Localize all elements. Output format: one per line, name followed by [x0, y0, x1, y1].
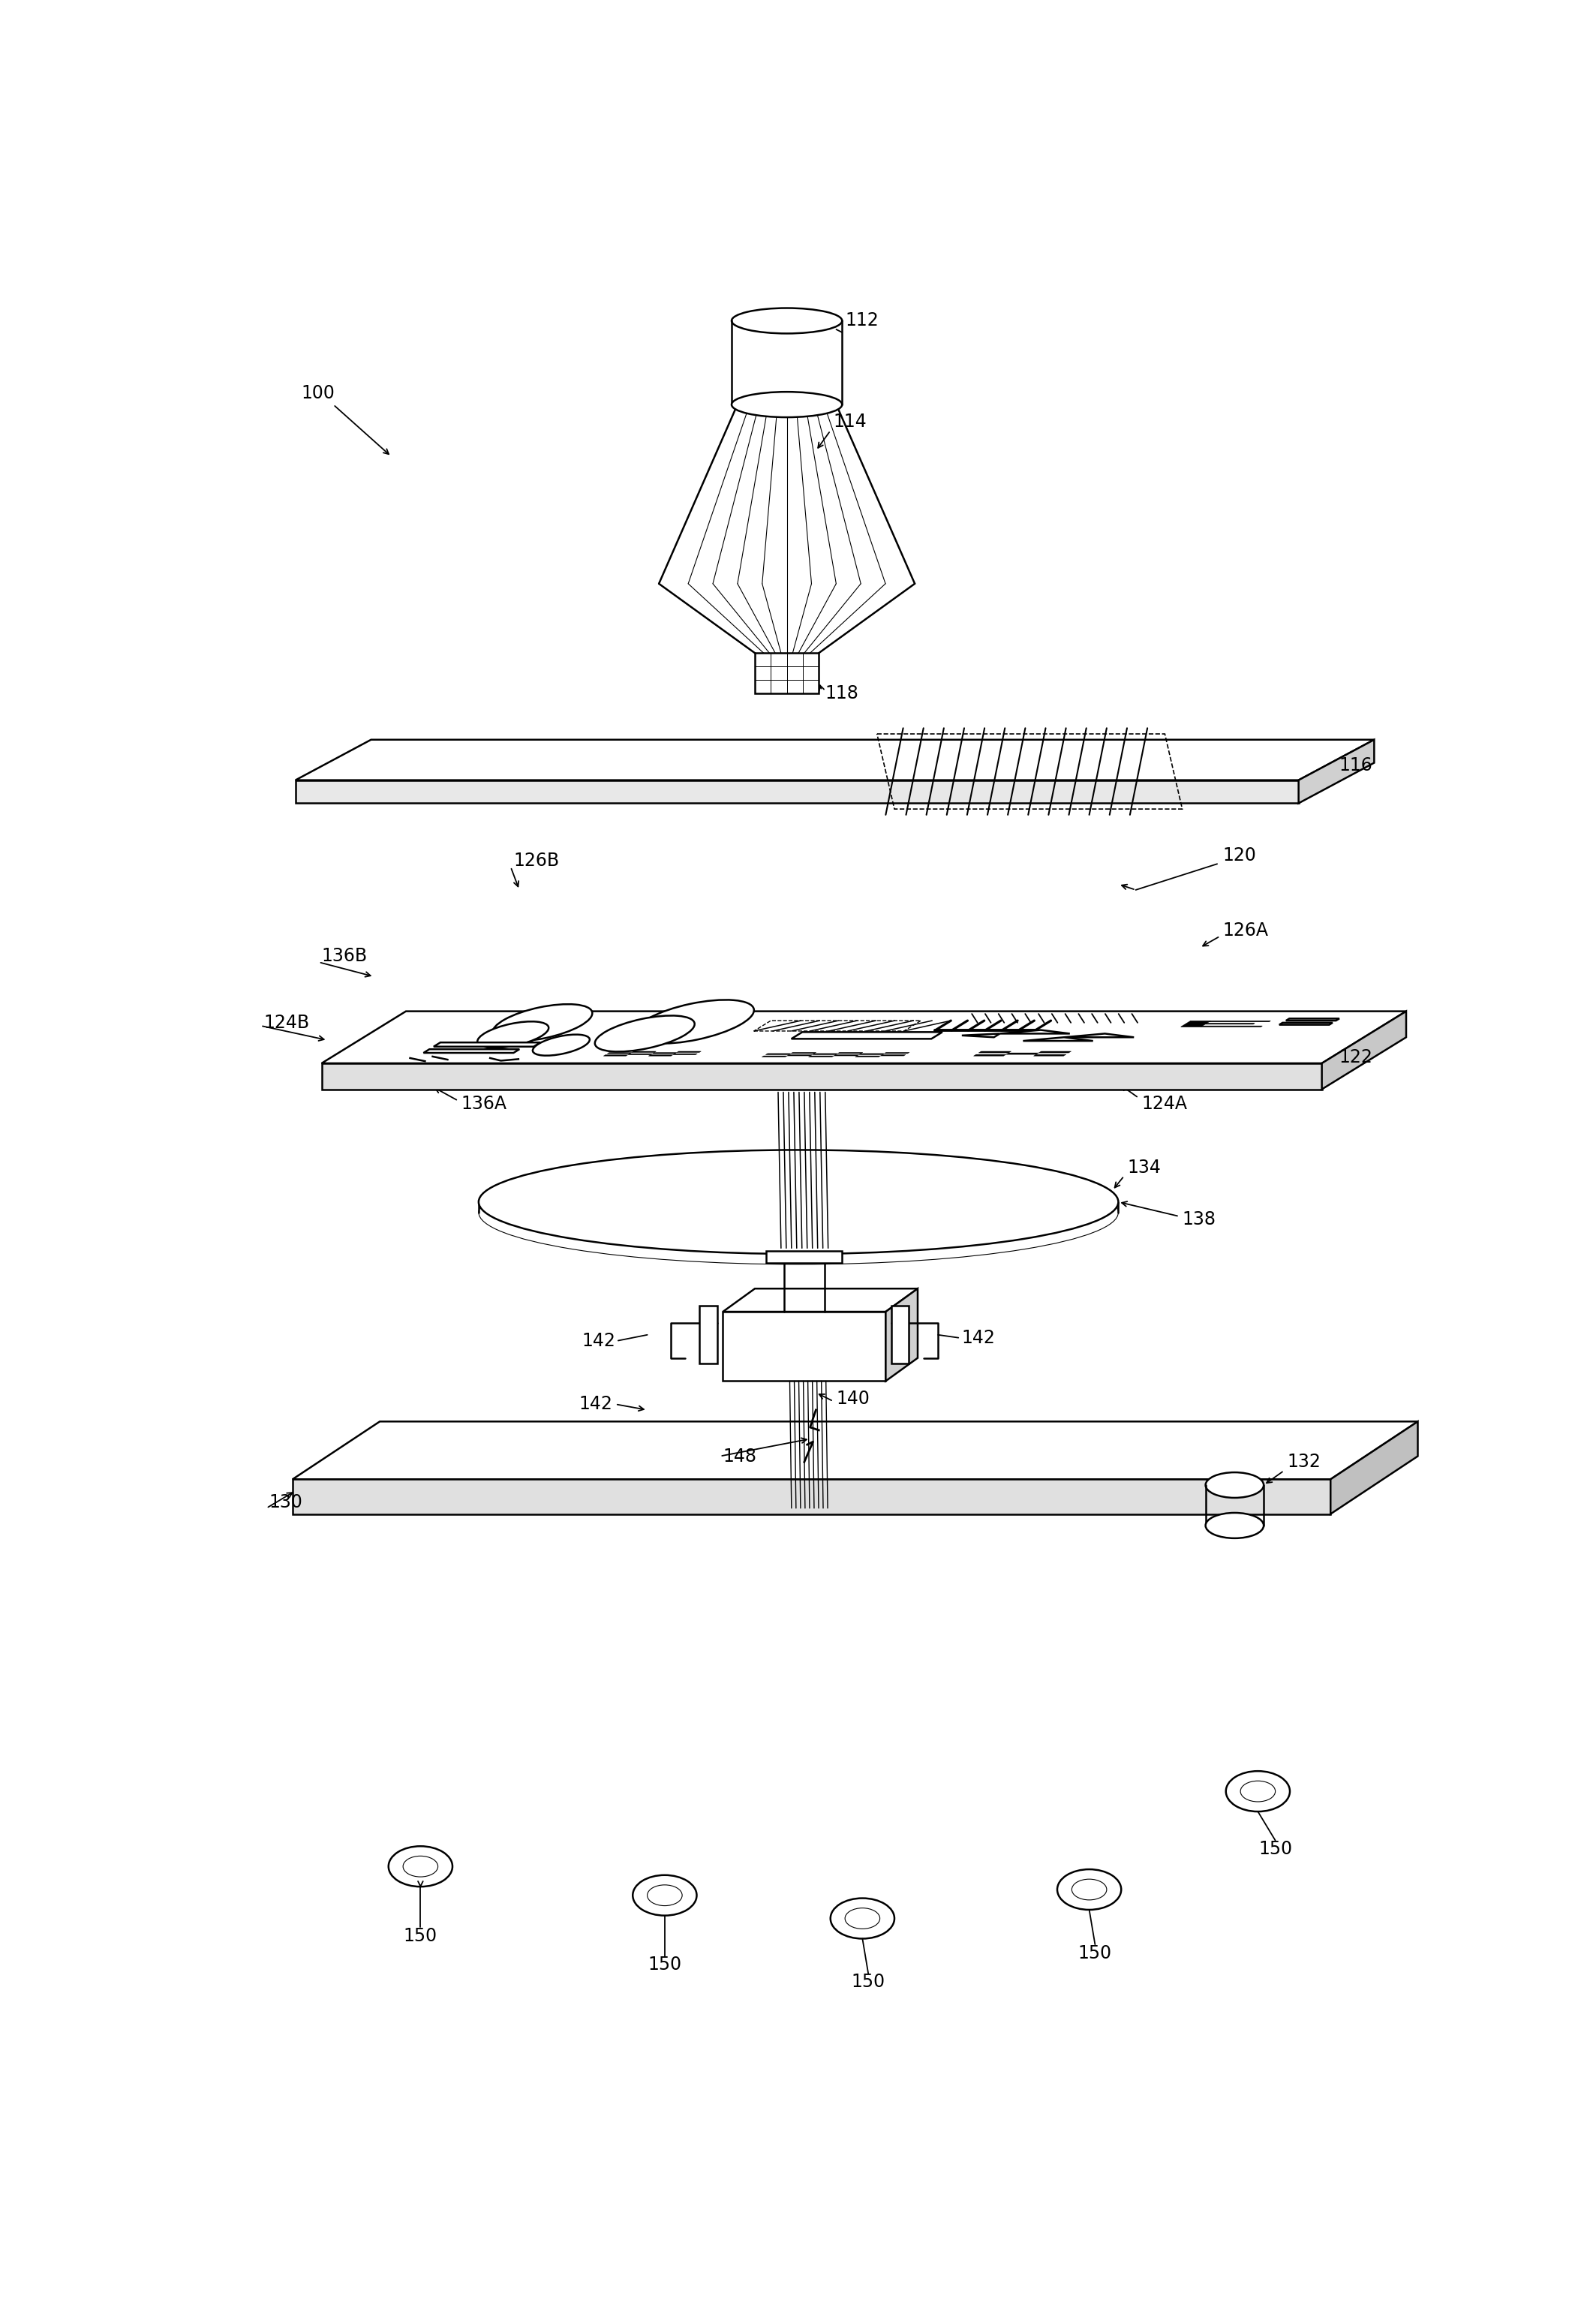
Polygon shape [1181, 1022, 1210, 1027]
Ellipse shape [1073, 1880, 1106, 1900]
Ellipse shape [388, 1847, 452, 1887]
Text: 138: 138 [1183, 1209, 1216, 1228]
Text: 124B: 124B [263, 1015, 310, 1031]
Text: 150: 150 [1258, 1840, 1293, 1859]
Polygon shape [423, 1050, 519, 1052]
Text: 136B: 136B [322, 948, 367, 966]
Text: 134: 134 [1127, 1158, 1160, 1177]
Text: 130: 130 [270, 1494, 303, 1512]
Polygon shape [1299, 740, 1374, 802]
Text: 150: 150 [648, 1956, 681, 1974]
Text: 126B: 126B [514, 853, 559, 869]
Polygon shape [886, 1288, 918, 1380]
Text: 118: 118 [825, 684, 859, 703]
Ellipse shape [404, 1857, 437, 1877]
Text: 116: 116 [1339, 756, 1373, 775]
Polygon shape [295, 779, 1299, 802]
Text: 142: 142 [581, 1332, 616, 1350]
Polygon shape [434, 1043, 541, 1047]
Text: 132: 132 [1286, 1452, 1320, 1470]
Text: 142: 142 [961, 1329, 994, 1346]
Text: 124A: 124A [1141, 1094, 1187, 1112]
Ellipse shape [1240, 1780, 1275, 1801]
Text: 126A: 126A [1223, 922, 1269, 939]
Polygon shape [292, 1480, 1331, 1514]
Ellipse shape [648, 1884, 681, 1905]
Polygon shape [699, 1306, 717, 1364]
Text: 112: 112 [844, 312, 878, 331]
Polygon shape [1321, 1010, 1406, 1089]
Polygon shape [892, 1306, 910, 1364]
Ellipse shape [731, 307, 843, 333]
Ellipse shape [595, 1015, 694, 1052]
Polygon shape [723, 1288, 918, 1311]
Ellipse shape [477, 1022, 549, 1047]
Ellipse shape [533, 1033, 589, 1057]
Polygon shape [322, 1010, 1406, 1064]
Ellipse shape [1226, 1771, 1290, 1813]
Polygon shape [766, 1251, 843, 1262]
Text: 100: 100 [302, 384, 335, 402]
Text: 114: 114 [833, 414, 867, 430]
Text: 120: 120 [1223, 846, 1256, 865]
Text: 150: 150 [404, 1926, 437, 1944]
Polygon shape [723, 1311, 886, 1380]
Polygon shape [1331, 1422, 1417, 1514]
Polygon shape [792, 1031, 942, 1038]
Ellipse shape [632, 1875, 697, 1917]
Ellipse shape [830, 1898, 894, 1940]
Ellipse shape [1205, 1473, 1264, 1498]
Polygon shape [753, 1020, 921, 1031]
Text: 148: 148 [723, 1447, 757, 1466]
Polygon shape [292, 1422, 1417, 1480]
Polygon shape [755, 652, 819, 694]
Ellipse shape [1057, 1870, 1122, 1910]
Ellipse shape [479, 1149, 1119, 1253]
Text: 140: 140 [836, 1390, 870, 1408]
Ellipse shape [634, 999, 753, 1043]
Polygon shape [999, 1029, 1069, 1033]
Text: 150: 150 [1079, 1944, 1112, 1963]
Ellipse shape [844, 1907, 879, 1928]
Polygon shape [1023, 1038, 1093, 1040]
Ellipse shape [731, 391, 843, 416]
Text: 142: 142 [579, 1394, 613, 1413]
Polygon shape [962, 1033, 999, 1038]
Text: 136A: 136A [461, 1094, 508, 1112]
Text: 122: 122 [1339, 1047, 1373, 1066]
Text: 150: 150 [851, 1972, 886, 1991]
Polygon shape [295, 740, 1374, 779]
Polygon shape [1065, 1033, 1133, 1038]
Polygon shape [322, 1064, 1321, 1089]
Ellipse shape [1205, 1512, 1264, 1537]
Ellipse shape [493, 1003, 592, 1040]
